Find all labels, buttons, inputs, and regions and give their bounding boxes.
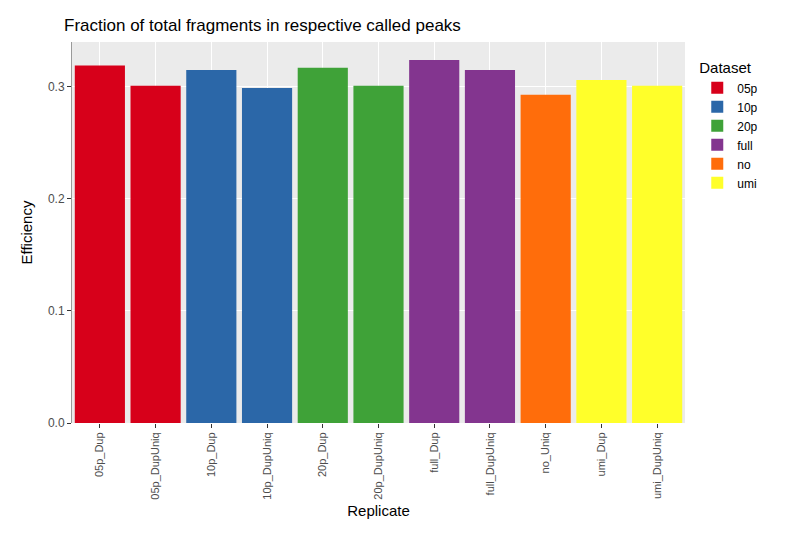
svg-text:05p_Dup: 05p_Dup bbox=[93, 432, 105, 477]
svg-text:full_DupUniq: full_DupUniq bbox=[484, 432, 496, 495]
svg-text:Dataset: Dataset bbox=[699, 59, 752, 76]
svg-text:10p: 10p bbox=[737, 101, 757, 115]
svg-text:05p: 05p bbox=[737, 82, 757, 96]
svg-text:umi: umi bbox=[737, 177, 756, 191]
svg-text:0.1: 0.1 bbox=[48, 304, 65, 318]
svg-text:10p_Dup: 10p_Dup bbox=[205, 432, 217, 477]
svg-text:full_Dup: full_Dup bbox=[428, 432, 440, 472]
svg-text:Efficiency: Efficiency bbox=[18, 200, 35, 264]
svg-text:20p_Dup: 20p_Dup bbox=[316, 432, 328, 477]
svg-text:0.3: 0.3 bbox=[48, 80, 65, 94]
svg-text:umi_DupUniq: umi_DupUniq bbox=[651, 432, 663, 499]
svg-text:umi_Dup: umi_Dup bbox=[595, 432, 607, 476]
svg-text:Fraction of total fragments in: Fraction of total fragments in respectiv… bbox=[64, 16, 461, 35]
svg-text:20p_DupUniq: 20p_DupUniq bbox=[372, 432, 384, 499]
svg-text:0.0: 0.0 bbox=[48, 416, 65, 430]
svg-text:05p_DupUniq: 05p_DupUniq bbox=[149, 432, 161, 499]
svg-text:10p_DupUniq: 10p_DupUniq bbox=[261, 432, 273, 499]
svg-text:Replicate: Replicate bbox=[347, 502, 410, 519]
svg-text:20p: 20p bbox=[737, 120, 757, 134]
svg-text:no: no bbox=[737, 158, 751, 172]
svg-text:0.2: 0.2 bbox=[48, 192, 65, 206]
svg-text:no_Uniq: no_Uniq bbox=[539, 432, 551, 473]
svg-text:full: full bbox=[737, 139, 752, 153]
